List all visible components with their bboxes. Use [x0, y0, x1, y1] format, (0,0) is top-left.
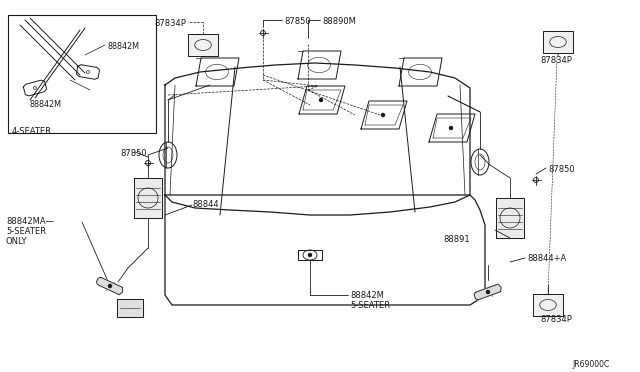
- Circle shape: [381, 113, 385, 116]
- Text: 88890M: 88890M: [322, 17, 356, 26]
- Text: 88891: 88891: [444, 235, 470, 244]
- Circle shape: [449, 126, 452, 129]
- Text: 87850: 87850: [120, 149, 147, 158]
- Text: 5-SEATER: 5-SEATER: [350, 301, 390, 310]
- Text: 88844+A: 88844+A: [527, 254, 566, 263]
- Text: 88842MA—: 88842MA—: [6, 217, 54, 226]
- Bar: [8, 15, 156, 133]
- Bar: [188, 34, 218, 56]
- Text: 88844: 88844: [192, 200, 219, 209]
- Circle shape: [319, 99, 323, 102]
- Circle shape: [109, 285, 111, 288]
- Text: 87834P: 87834P: [540, 56, 572, 65]
- Text: 87834P: 87834P: [154, 19, 186, 28]
- Text: 88842M: 88842M: [30, 100, 62, 109]
- Polygon shape: [117, 299, 143, 317]
- Text: 4-SEATER: 4-SEATER: [12, 127, 52, 136]
- Text: 87850: 87850: [548, 165, 575, 174]
- Bar: [533, 294, 563, 316]
- Text: 87834P: 87834P: [540, 315, 572, 324]
- Circle shape: [486, 291, 490, 294]
- Text: JR69000C: JR69000C: [572, 360, 609, 369]
- Bar: [543, 31, 573, 53]
- Text: 87850: 87850: [284, 17, 310, 26]
- Polygon shape: [97, 277, 123, 295]
- Circle shape: [308, 253, 312, 257]
- Text: ONLY: ONLY: [6, 237, 28, 246]
- Text: 5-SEATER: 5-SEATER: [6, 227, 46, 236]
- Text: 88842M: 88842M: [107, 42, 139, 51]
- Polygon shape: [474, 284, 501, 300]
- Polygon shape: [496, 198, 524, 238]
- Text: 88842M: 88842M: [350, 291, 384, 300]
- Polygon shape: [134, 178, 162, 218]
